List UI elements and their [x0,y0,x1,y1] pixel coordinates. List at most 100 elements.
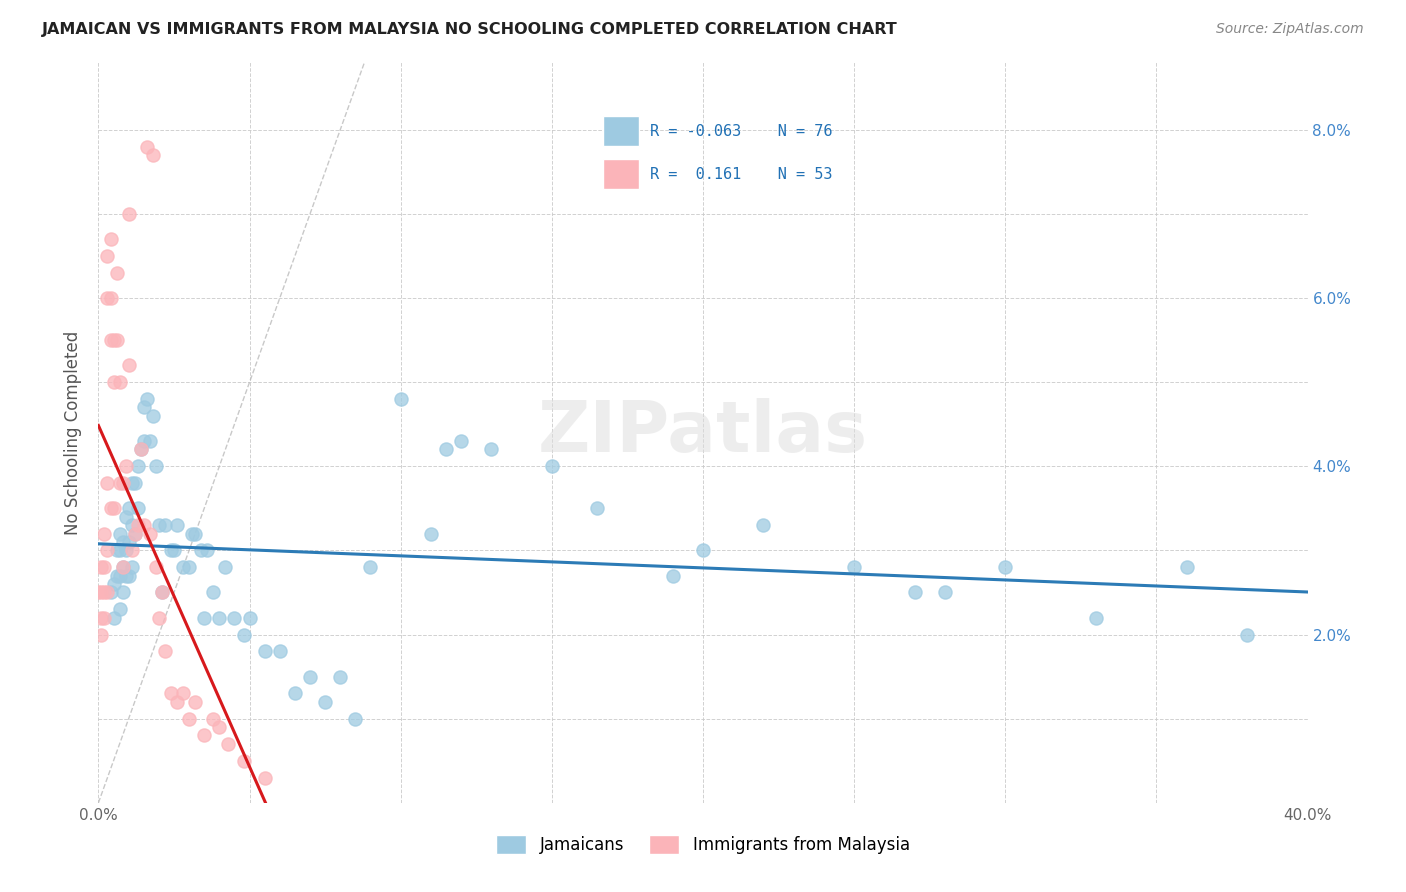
Point [96,585,118,599]
Point [93,610,115,624]
Point [124,476,146,491]
Point [195,543,218,558]
Point [118,535,141,549]
Point [127,501,149,516]
Point [586,501,609,516]
Point [1236,627,1258,641]
Point [118,568,141,582]
Text: JAMAICAN VS IMMIGRANTS FROM MALAYSIA NO SCHOOLING COMPLETED CORRELATION CHART: JAMAICAN VS IMMIGRANTS FROM MALAYSIA NO … [42,22,898,37]
Point [100,333,122,347]
Point [166,695,188,709]
Point [103,501,125,516]
Point [132,434,155,448]
Point [142,409,165,423]
Point [96,291,118,305]
Point [127,459,149,474]
Point [100,585,122,599]
Text: ZIPatlas: ZIPatlas [538,398,868,467]
Point [114,459,136,474]
Bar [603,116,638,146]
Point [90,585,112,599]
Point [184,526,207,541]
Point [299,670,322,684]
Point [202,585,225,599]
Point [114,509,136,524]
Point [224,610,246,624]
Point [111,476,134,491]
Point [114,568,136,582]
Point [145,459,167,474]
Point [121,518,143,533]
Point [127,518,149,533]
Point [450,434,472,448]
Point [124,526,146,541]
Point [108,568,131,582]
Point [90,610,112,624]
Point [193,610,215,624]
Point [752,518,775,533]
Point [360,560,382,574]
Point [103,375,125,389]
Point [434,442,457,457]
Text: R = -0.063    N = 76: R = -0.063 N = 76 [650,124,832,139]
Point [111,560,134,574]
Point [87,585,110,599]
Point [208,720,231,734]
Point [111,585,134,599]
Point [166,518,188,533]
Point [232,754,254,768]
Point [139,434,162,448]
Point [994,560,1017,574]
Point [692,543,714,558]
Point [344,712,367,726]
Point [135,139,157,153]
Point [105,543,128,558]
Point [111,560,134,574]
Point [132,518,155,533]
Point [208,610,231,624]
Point [105,333,128,347]
Point [100,291,122,305]
Point [108,543,131,558]
Point [118,207,141,221]
Point [139,526,162,541]
Point [269,644,291,658]
Point [145,560,167,574]
Point [105,568,128,582]
Legend: Jamaicans, Immigrants from Malaysia: Jamaicans, Immigrants from Malaysia [489,829,917,861]
Point [934,585,956,599]
Point [103,577,125,591]
Point [118,359,141,373]
Point [179,712,201,726]
Point [100,501,122,516]
Point [190,543,212,558]
Point [160,543,183,558]
Point [253,644,276,658]
Text: Source: ZipAtlas.com: Source: ZipAtlas.com [1216,22,1364,37]
Point [202,712,225,726]
Point [420,526,443,541]
Point [121,476,143,491]
Point [124,526,146,541]
Point [118,501,141,516]
Point [93,560,115,574]
Point [179,560,201,574]
Point [389,392,412,406]
Point [193,729,215,743]
Point [96,476,118,491]
Point [103,610,125,624]
Point [163,543,186,558]
Point [314,695,336,709]
Point [844,560,866,574]
Point [153,644,176,658]
Point [90,560,112,574]
Point [96,249,118,263]
Point [111,535,134,549]
Point [153,518,176,533]
Point [284,686,307,700]
Point [540,459,562,474]
Y-axis label: No Schooling Completed: No Schooling Completed [65,331,83,534]
Point [121,560,143,574]
Point [108,602,131,616]
Point [132,401,155,415]
